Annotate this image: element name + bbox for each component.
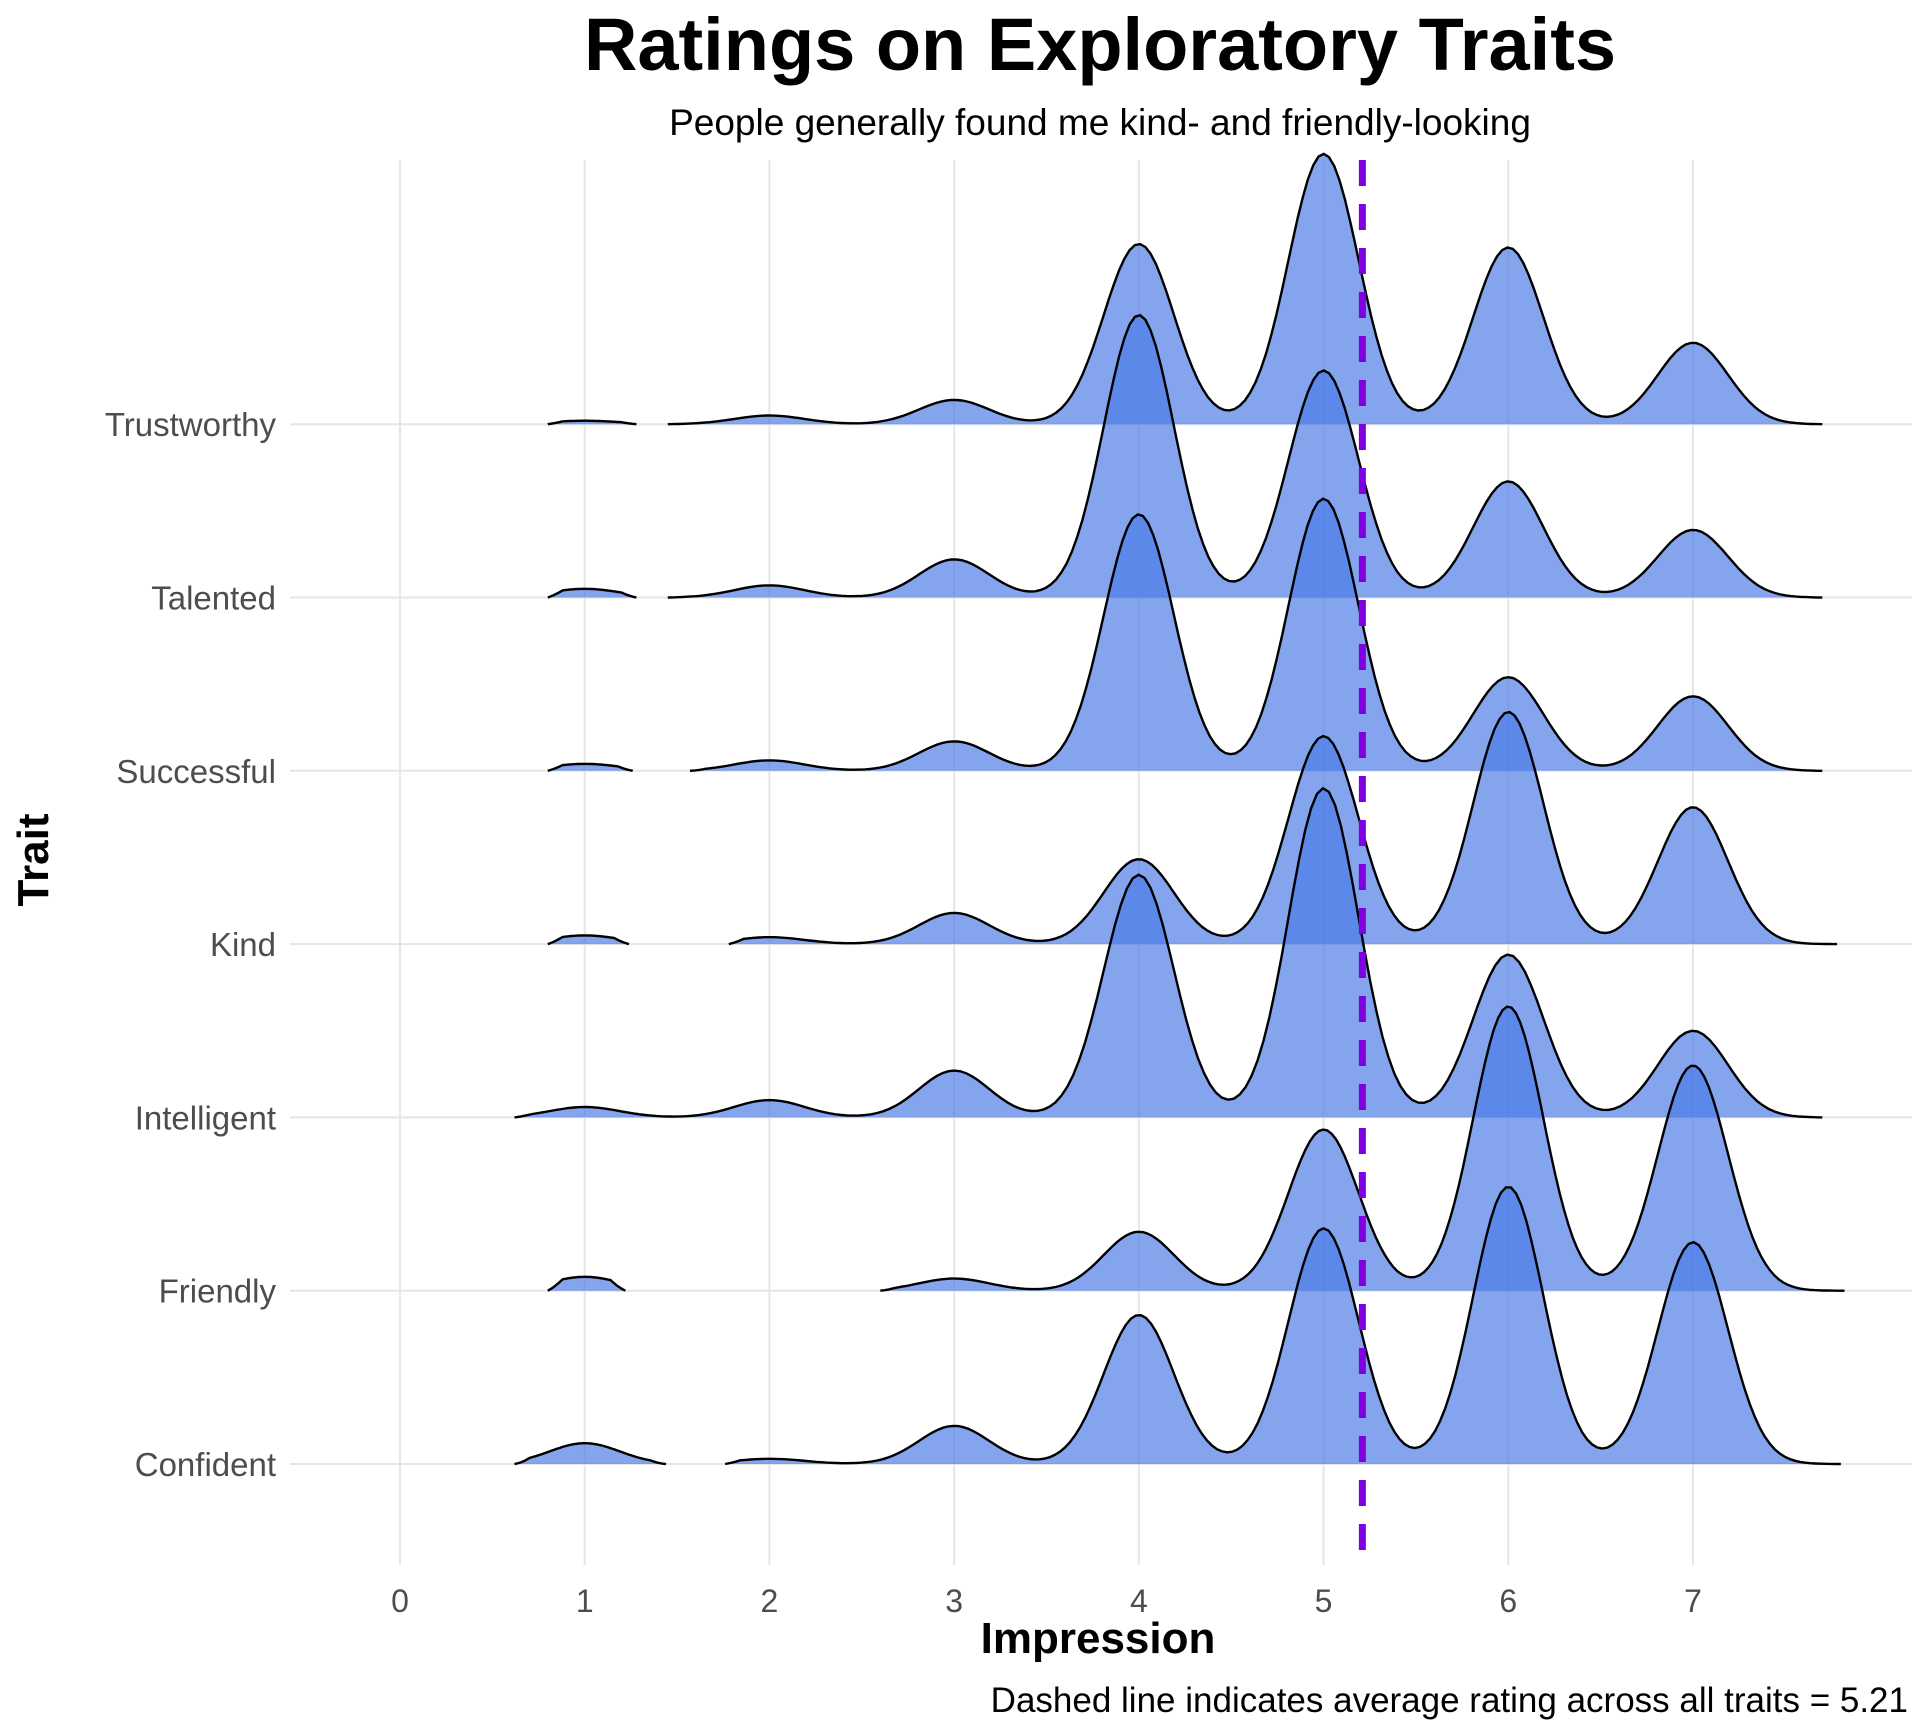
x-tick-label: 7	[1684, 1583, 1702, 1619]
y-tick-label: Friendly	[159, 1273, 277, 1310]
ridge-line-kind	[728, 710, 1838, 946]
ridge-fill-talented	[547, 588, 637, 598]
ridge-line-successful	[547, 762, 634, 772]
y-tick-labels: Confident Friendly Intelligent Kind Successf…	[105, 406, 277, 1483]
ridge-line-intelligent	[514, 786, 1823, 1119]
y-tick-label: Successful	[116, 753, 276, 790]
ridge-fill-confident	[725, 1187, 1841, 1464]
x-axis-title: Impression	[981, 1614, 1216, 1663]
ridge-fill-kind	[728, 712, 1838, 945]
ridge-line-friendly	[547, 1275, 626, 1292]
y-tick-label: Trustworthy	[105, 406, 277, 443]
x-tick-labels: 0 1 2 3 4 5 6 7	[391, 1583, 1702, 1619]
ridge-line-friendly	[880, 1005, 1845, 1292]
x-tick-label: 4	[1130, 1583, 1148, 1619]
x-tick-label: 6	[1499, 1583, 1517, 1619]
ridge-fill-intelligent	[514, 788, 1823, 1118]
y-tick-label: Talented	[151, 580, 276, 617]
ridge-line-trustworthy	[667, 152, 1823, 426]
ridge-fill-talented	[667, 315, 1823, 598]
y-tick-label: Kind	[210, 926, 276, 963]
x-tick-label: 3	[945, 1583, 963, 1619]
x-tick-label: 1	[576, 1583, 594, 1619]
ridge-line-confident	[724, 1186, 1841, 1466]
y-axis-title: Trait	[9, 813, 58, 906]
chart-subtitle: People generally found me kind- and frie…	[669, 102, 1531, 143]
ridges	[514, 152, 1845, 1466]
y-tick-label: Intelligent	[135, 1099, 276, 1136]
y-tick-label: Confident	[135, 1446, 276, 1483]
ridge-line-talented	[547, 587, 637, 599]
x-tick-label: 2	[761, 1583, 779, 1619]
x-tick-label: 5	[1315, 1583, 1333, 1619]
chart-title: Ratings on Exploratory Traits	[584, 3, 1616, 86]
chart-caption: Dashed line indicates average rating acr…	[991, 1681, 1908, 1720]
ridge-line-talented	[667, 313, 1823, 599]
x-tick-label: 0	[391, 1583, 409, 1619]
ridge-fill-successful	[690, 498, 1823, 771]
ridge-fill-trustworthy	[667, 153, 1823, 425]
ridge-line-confident	[514, 1442, 667, 1466]
ridge-fill-confident	[514, 1443, 666, 1464]
ridge-line-successful	[689, 497, 1823, 772]
ridge-line-kind	[547, 934, 630, 946]
ridge-line-trustworthy	[547, 419, 637, 426]
